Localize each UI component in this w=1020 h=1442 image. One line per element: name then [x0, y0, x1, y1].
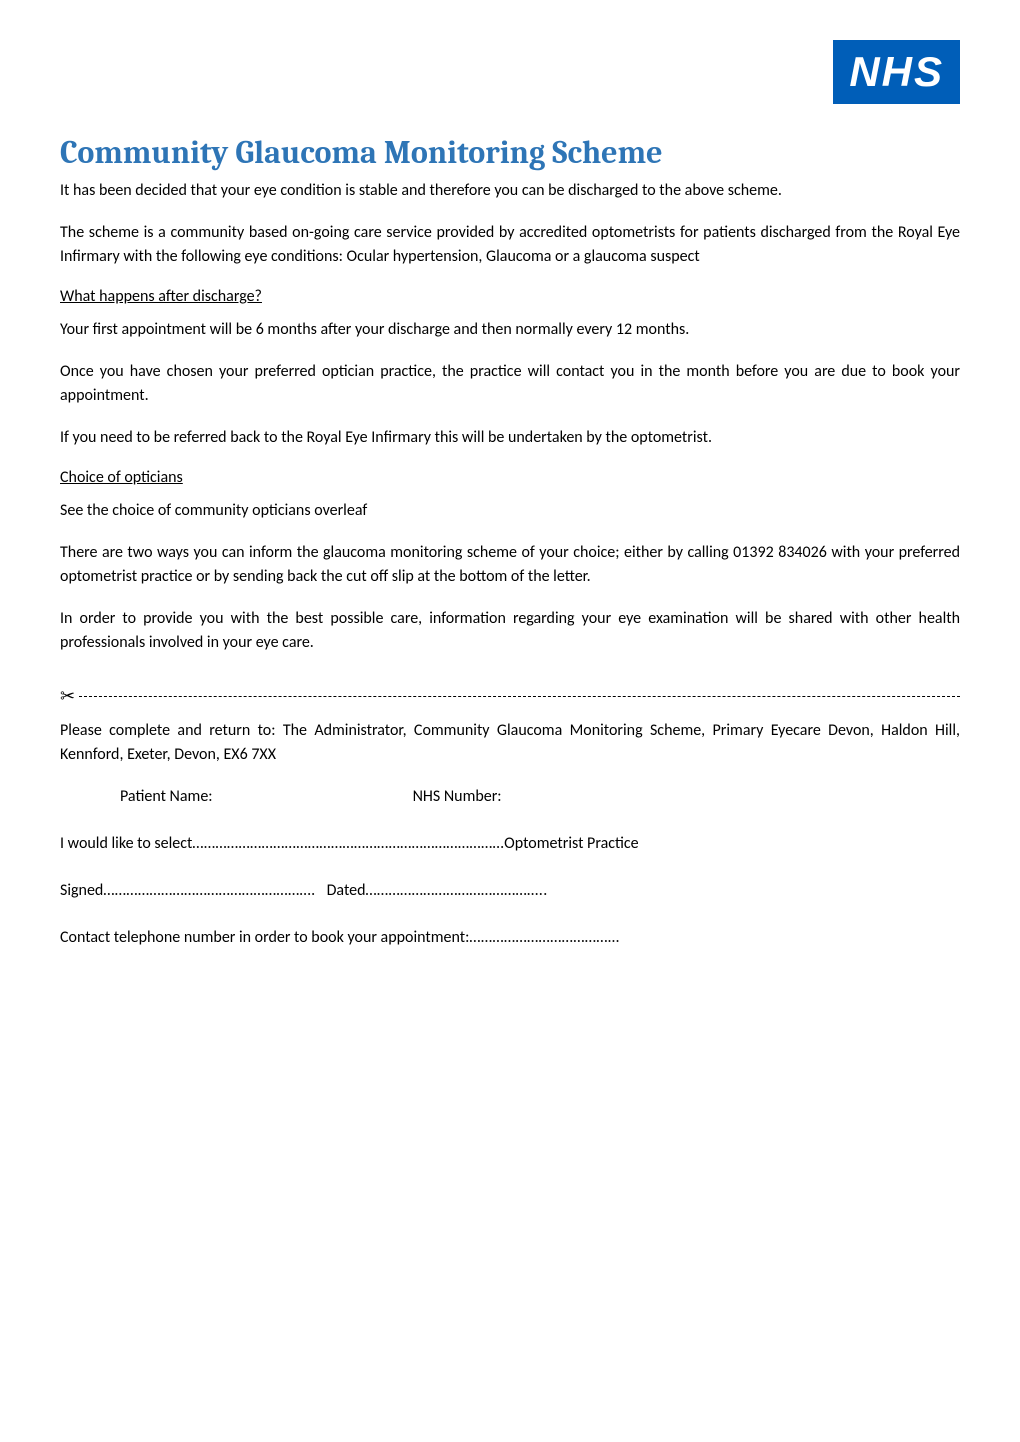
discharge-paragraph-3: If you need to be referred back to the R… — [60, 426, 960, 450]
scissors-icon: ✂ — [60, 685, 75, 707]
choice-paragraph-1: See the choice of community opticians ov… — [60, 499, 960, 523]
choice-heading: Choice of opticians — [60, 468, 960, 487]
select-prefix: I would like to select — [60, 834, 192, 853]
signed-dated-line: Signed………………………………………………. Dated………………………… — [60, 881, 960, 900]
select-dots: ……………………………………………………………………… — [192, 834, 504, 853]
select-practice-line: I would like to select………………………………………………… — [60, 834, 960, 853]
discharge-heading: What happens after discharge? — [60, 287, 960, 306]
intro-paragraph-2: The scheme is a community based on-going… — [60, 221, 960, 269]
page-title: Community Glaucoma Monitoring Scheme — [60, 134, 960, 171]
discharge-paragraph-1: Your first appointment will be 6 months … — [60, 318, 960, 342]
select-suffix: Optometrist Practice — [504, 834, 638, 853]
nhs-number-label: NHS Number: — [413, 787, 502, 806]
intro-paragraph-1: It has been decided that your eye condit… — [60, 179, 960, 203]
signed-dots: ………………………………………………. — [103, 881, 315, 900]
contact-prefix: Contact telephone number in order to boo… — [60, 928, 469, 947]
logo-container: NHS — [60, 40, 960, 104]
choice-paragraph-3: In order to provide you with the best po… — [60, 607, 960, 655]
cut-line: ✂ — [60, 685, 960, 707]
choice-paragraph-2: There are two ways you can inform the gl… — [60, 541, 960, 589]
patient-name-label: Patient Name: — [120, 787, 213, 806]
nhs-logo: NHS — [833, 40, 960, 104]
dated-prefix: Dated — [327, 881, 366, 900]
contact-number-line: Contact telephone number in order to boo… — [60, 928, 960, 947]
dashed-separator — [79, 696, 960, 697]
discharge-paragraph-2: Once you have chosen your preferred opti… — [60, 360, 960, 408]
dated-dots: ……………………………………….. — [366, 881, 548, 900]
patient-info-row: Patient Name: NHS Number: — [120, 787, 960, 806]
contact-dots: ………………………………… — [469, 928, 619, 947]
signed-prefix: Signed — [60, 881, 103, 900]
return-instructions: Please complete and return to: The Admin… — [60, 719, 960, 767]
